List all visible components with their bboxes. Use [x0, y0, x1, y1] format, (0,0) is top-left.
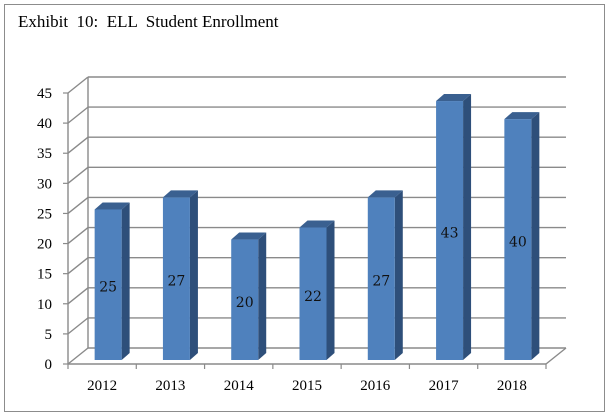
x-tick-label: 2015 [292, 378, 322, 394]
bar-top [367, 190, 403, 198]
bar-top [231, 232, 267, 240]
gridline-depth [67, 257, 89, 275]
y-tick-label: 35 [37, 146, 52, 162]
gridline-depth [67, 287, 89, 305]
y-tick-label: 40 [37, 116, 52, 132]
data-label: 25 [99, 280, 117, 296]
gridline-depth [67, 196, 89, 214]
x-tick-label: 2017 [429, 378, 460, 394]
y-tick-label: 20 [37, 237, 52, 253]
bar [436, 101, 464, 361]
gridline-depth [67, 136, 89, 154]
data-label: 22 [304, 289, 322, 305]
bar-side [463, 94, 472, 361]
bar [231, 239, 259, 360]
chart-title: Exhibit 10: ELL Student Enrollment [18, 12, 279, 31]
y-tick-label: 15 [37, 267, 52, 283]
gridline-depth [67, 106, 89, 124]
x-tick-label: 2016 [360, 378, 391, 394]
bar-top [162, 190, 198, 198]
bar-side [121, 202, 130, 360]
gridline-depth [67, 166, 89, 184]
bar [162, 197, 190, 360]
bar-top [94, 202, 130, 210]
y-tick-label: 10 [37, 297, 52, 313]
gridline-depth [67, 227, 89, 245]
bar-side [394, 190, 403, 360]
y-tick-label: 25 [37, 206, 52, 222]
bar-side [258, 232, 267, 360]
bar-side [326, 220, 335, 360]
floor-edge [545, 347, 567, 365]
x-tick-label: 2013 [155, 378, 185, 394]
bar [299, 227, 327, 360]
x-tick-label: 2018 [497, 378, 527, 394]
y-tick-label: 45 [37, 86, 52, 102]
data-label: 27 [168, 274, 186, 290]
data-label: 43 [441, 226, 459, 242]
gridline-depth [67, 347, 89, 365]
gridline-depth [67, 76, 89, 94]
x-tick-label: 2012 [87, 378, 117, 394]
x-tick-label: 2014 [224, 378, 255, 394]
bar-side [531, 112, 540, 360]
data-label: 40 [509, 235, 527, 251]
bar-top [504, 112, 540, 120]
bar-side [189, 190, 198, 360]
bar-top [299, 220, 335, 228]
bar [504, 119, 532, 360]
data-label: 27 [372, 274, 390, 290]
bar [94, 209, 122, 360]
bar [367, 197, 395, 360]
y-tick-label: 0 [45, 357, 53, 373]
data-label: 20 [236, 295, 254, 311]
bar-top [436, 94, 472, 102]
y-tick-label: 30 [37, 176, 52, 192]
gridline-depth [67, 317, 89, 335]
y-tick-label: 5 [45, 327, 53, 343]
